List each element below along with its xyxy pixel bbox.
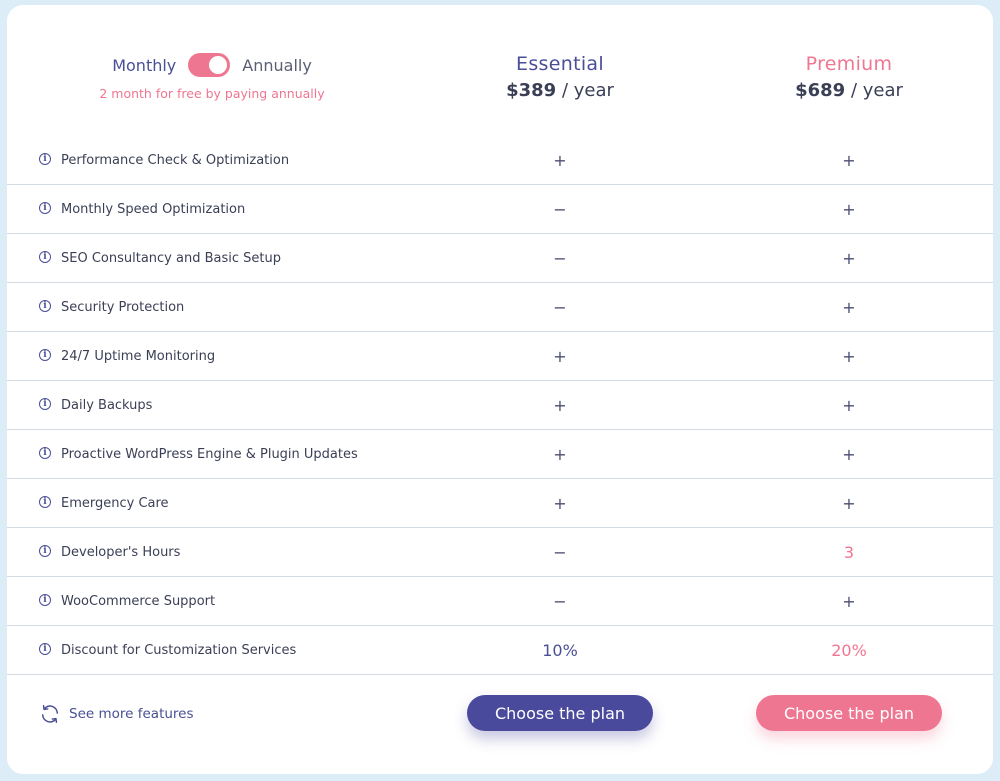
- billing-period-switch[interactable]: [188, 53, 231, 77]
- essential-value: +: [553, 444, 567, 464]
- refresh-icon: [41, 705, 59, 723]
- price-period: / year: [850, 80, 903, 101]
- price-amount: $389: [506, 80, 557, 101]
- essential-value: −: [553, 542, 567, 562]
- premium-value: +: [842, 297, 856, 317]
- feature-name: Developer's Hours: [61, 544, 181, 560]
- plan-header-premium: Premium $689 / year: [699, 53, 999, 101]
- feature-name: 24/7 Uptime Monitoring: [61, 348, 216, 364]
- feature-name: Proactive WordPress Engine & Plugin Upda…: [61, 446, 358, 462]
- info-icon[interactable]: i: [39, 202, 51, 214]
- premium-value: +: [842, 150, 856, 170]
- essential-value: +: [553, 493, 567, 513]
- plan-header-essential: Essential $389 / year: [410, 53, 710, 101]
- feature-row: i Emergency Care + +: [7, 479, 993, 528]
- choose-premium-button[interactable]: Choose the plan: [756, 695, 942, 731]
- feature-row: i Proactive WordPress Engine & Plugin Upd…: [7, 430, 993, 479]
- switch-knob: [209, 56, 228, 74]
- info-icon[interactable]: i: [39, 594, 51, 606]
- info-icon[interactable]: i: [39, 496, 51, 508]
- premium-value: +: [842, 248, 856, 268]
- feature-row: i WooCommerce Support − +: [7, 577, 993, 626]
- choose-essential-button[interactable]: Choose the plan: [467, 695, 653, 731]
- info-icon[interactable]: i: [39, 300, 51, 312]
- see-more-features-link[interactable]: See more features: [39, 703, 194, 725]
- essential-value: −: [553, 199, 567, 219]
- feature-row: i Developer's Hours − 3: [7, 528, 993, 577]
- feature-row: i 24/7 Uptime Monitoring + +: [7, 332, 993, 381]
- info-icon[interactable]: i: [39, 398, 51, 410]
- feature-row: i SEO Consultancy and Basic Setup − +: [7, 234, 993, 283]
- annually-label[interactable]: Annually: [242, 55, 312, 75]
- info-icon[interactable]: i: [39, 153, 51, 165]
- feature-name: Discount for Customization Services: [61, 642, 297, 658]
- feature-row: i Security Protection − +: [7, 283, 993, 332]
- info-icon[interactable]: i: [39, 545, 51, 557]
- premium-value: +: [842, 199, 856, 219]
- premium-value: +: [842, 395, 856, 415]
- info-icon[interactable]: i: [39, 447, 51, 459]
- feature-name: SEO Consultancy and Basic Setup: [61, 250, 281, 266]
- info-icon[interactable]: i: [39, 643, 51, 655]
- monthly-label[interactable]: Monthly: [112, 55, 177, 75]
- premium-value: +: [842, 346, 856, 366]
- premium-value: 3: [843, 542, 855, 562]
- feature-row: i Discount for Customization Services 10% 2…: [7, 626, 993, 675]
- billing-toggle-section: Monthly Annually 2 month for free by pay…: [7, 5, 417, 125]
- info-icon[interactable]: i: [39, 251, 51, 263]
- essential-value: +: [553, 346, 567, 366]
- billing-toggle-row: Monthly Annually: [7, 53, 417, 77]
- plan-name: Premium: [805, 53, 893, 75]
- feature-row: i Monthly Speed Optimization − +: [7, 185, 993, 234]
- essential-value: −: [553, 297, 567, 317]
- pricing-card: Monthly Annually 2 month for free by pay…: [7, 5, 993, 774]
- essential-value: +: [553, 150, 567, 170]
- see-more-label: See more features: [69, 706, 194, 722]
- price-period: / year: [561, 80, 614, 101]
- feature-name: Security Protection: [61, 299, 185, 315]
- essential-value: −: [553, 591, 567, 611]
- premium-value: +: [842, 591, 856, 611]
- premium-value: +: [842, 444, 856, 464]
- essential-value: −: [553, 248, 567, 268]
- plan-name: Essential: [516, 53, 604, 75]
- premium-value: +: [842, 493, 856, 513]
- plan-price: $689 / year: [699, 80, 999, 101]
- info-icon[interactable]: i: [39, 349, 51, 361]
- price-amount: $689: [795, 80, 846, 101]
- feature-name: Monthly Speed Optimization: [61, 201, 246, 217]
- plan-price: $389 / year: [410, 80, 710, 101]
- feature-name: Daily Backups: [61, 397, 153, 413]
- feature-table: i Performance Check & Optimization + + i Mont…: [7, 136, 993, 675]
- essential-value: +: [553, 395, 567, 415]
- feature-name: WooCommerce Support: [61, 593, 216, 609]
- essential-value: 10%: [542, 640, 578, 660]
- feature-row: i Daily Backups + +: [7, 381, 993, 430]
- annual-promo-text: 2 month for free by paying annually: [99, 86, 325, 101]
- feature-name: Performance Check & Optimization: [61, 152, 290, 168]
- feature-name: Emergency Care: [61, 495, 169, 511]
- feature-row: i Performance Check & Optimization + +: [7, 136, 993, 185]
- premium-value: 20%: [831, 640, 867, 660]
